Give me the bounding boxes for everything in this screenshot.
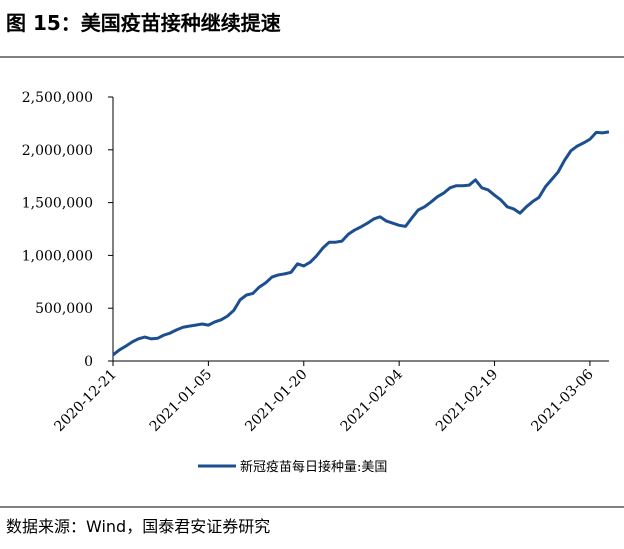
y-tick-label: 2,500,000 [22, 90, 93, 106]
x-tick-label: 2021-01-20 [242, 367, 310, 435]
y-tick-label: 0 [84, 354, 93, 370]
y-tick-label: 1,000,000 [22, 248, 93, 264]
x-tick-label: 2021-03-06 [528, 366, 596, 434]
y-tick-label: 500,000 [35, 301, 93, 317]
legend-label: 新冠疫苗每日接种量:美国 [240, 459, 387, 475]
y-tick-label: 2,000,000 [22, 143, 93, 159]
x-tick-label: 2021-01-05 [147, 367, 215, 435]
chart-title: 图 15：美国疫苗接种继续提速 [6, 11, 281, 35]
x-tick-label: 2021-02-04 [338, 366, 406, 434]
source: 数据来源：Wind，国泰君安证券研究 [6, 517, 270, 536]
x-tick-label: 2020-12-21 [51, 367, 119, 435]
y-tick-label: 1,500,000 [22, 196, 93, 212]
x-tick-label: 2021-02-19 [433, 367, 501, 435]
data-line [112, 130, 610, 357]
